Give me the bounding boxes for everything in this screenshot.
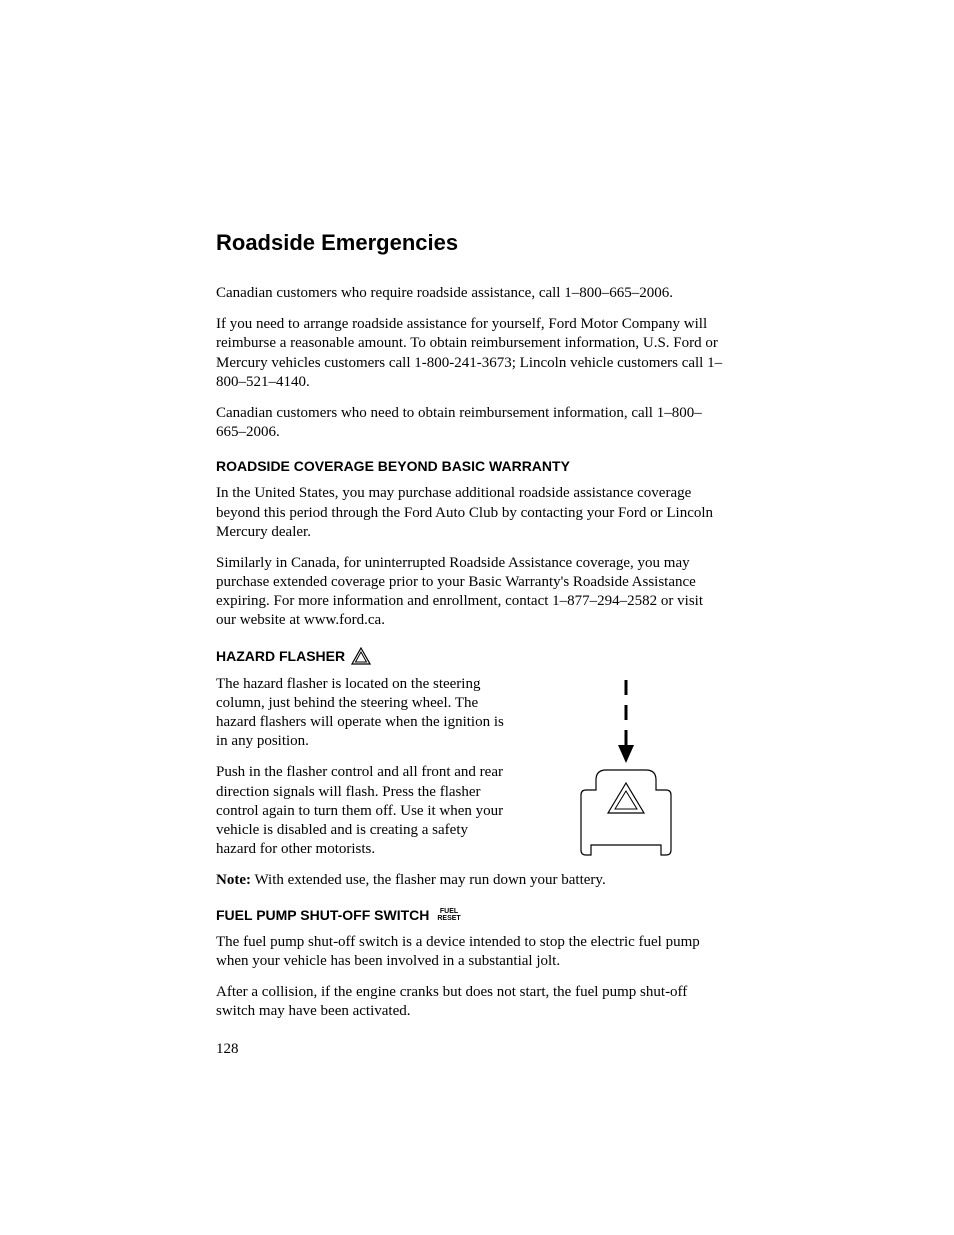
hazard-flasher-diagram: [526, 675, 726, 870]
coverage-para-2: Similarly in Canada, for uninterrupted R…: [216, 554, 726, 631]
intro-para-1: Canadian customers who require roadside …: [216, 284, 726, 303]
note-text: With extended use, the flasher may run d…: [251, 872, 606, 888]
fuel-reset-line1: FUEL: [440, 908, 458, 915]
fuelpump-para-1: The fuel pump shut-off switch is a devic…: [216, 933, 726, 971]
note-label: Note:: [216, 872, 251, 888]
page-title: Roadside Emergencies: [216, 230, 726, 256]
intro-para-2: If you need to arrange roadside assistan…: [216, 315, 726, 392]
hazard-note: Note: With extended use, the flasher may…: [216, 871, 726, 890]
fuel-reset-line2: RESET: [437, 915, 460, 922]
hazard-heading-text: HAZARD FLASHER: [216, 648, 345, 664]
fuelpump-para-2: After a collision, if the engine cranks …: [216, 983, 726, 1021]
hazard-heading: HAZARD FLASHER: [216, 647, 726, 665]
page-number: 128: [216, 1041, 726, 1058]
hazard-para-1: The hazard flasher is located on the ste…: [216, 675, 506, 752]
fuel-reset-icon: FUEL RESET: [437, 908, 460, 922]
intro-para-3: Canadian customers who need to obtain re…: [216, 404, 726, 442]
document-page: Roadside Emergencies Canadian customers …: [0, 0, 954, 1058]
coverage-para-1: In the United States, you may purchase a…: [216, 484, 726, 542]
fuelpump-heading-text: FUEL PUMP SHUT-OFF SWITCH: [216, 907, 429, 923]
hazard-section: The hazard flasher is located on the ste…: [216, 675, 726, 872]
hazard-para-2: Push in the flasher control and all fron…: [216, 763, 506, 859]
fuelpump-heading: FUEL PUMP SHUT-OFF SWITCH FUEL RESET: [216, 907, 726, 923]
hazard-triangle-icon: [351, 647, 371, 665]
coverage-heading: ROADSIDE COVERAGE BEYOND BASIC WARRANTY: [216, 458, 726, 474]
hazard-text-column: The hazard flasher is located on the ste…: [216, 675, 506, 872]
